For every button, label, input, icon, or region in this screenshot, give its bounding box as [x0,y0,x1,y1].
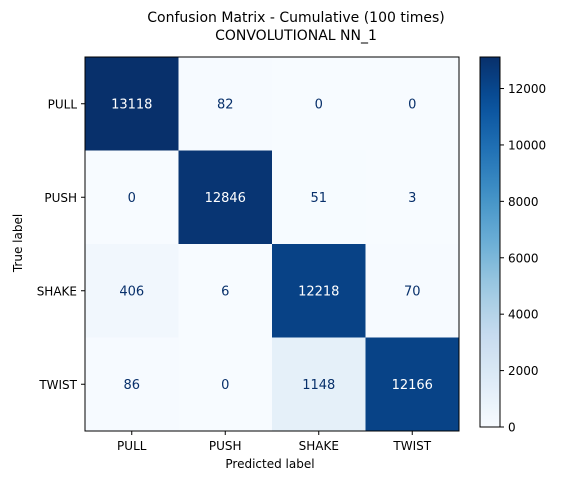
cell-value-label-2-0: 406 [119,284,144,299]
x-axis-ticks: PULL PUSH SHAKE TWIST [117,431,432,453]
y-tick-label-2: SHAKE [37,284,77,298]
matrix-grid: 13118 82 0 0 0 12846 51 3 406 6 12218 70 86 0 1148 1216… [85,57,460,432]
cell-value-label-2-1: 6 [221,284,229,299]
cell-value-label-1-1: 12846 [205,191,246,206]
colorbar-tick-label-0: 0 [508,421,516,435]
cell-value-label-1-0: 0 [128,191,136,206]
colorbar [480,57,500,427]
cell-value-label-0-2: 0 [315,97,323,112]
cell-value-label-2-3: 70 [404,284,421,299]
colorbar-tick-label-1: 2000 [508,364,539,378]
cell-value-label-0-1: 82 [217,97,234,112]
colorbar-tick-label-5: 10000 [508,138,546,152]
x-tick-label-0: PULL [117,439,147,453]
y-tick-label-3: TWIST [38,378,77,392]
cell-value-label-0-0: 13118 [111,97,152,112]
colorbar-tick-label-4: 8000 [508,195,539,209]
x-tick-label-1: PUSH [209,439,242,453]
colorbar-tick-label-3: 6000 [508,251,539,265]
x-tick-label-2: SHAKE [299,439,339,453]
x-tick-label-3: TWIST [392,439,431,453]
y-axis-label: True label [11,214,25,273]
cell-value-label-3-0: 86 [123,378,140,393]
colorbar-ticks: 0 2000 4000 6000 8000 10000 12000 [500,82,546,434]
chart-title-line-2: CONVOLUTIONAL NN_1 [215,28,377,44]
colorbar-tick-label-2: 4000 [508,308,539,322]
y-tick-label-1: PUSH [44,191,77,205]
y-tick-label-0: PULL [48,97,78,111]
cell-value-label-1-2: 51 [310,191,327,206]
x-axis-label: Predicted label [225,457,314,471]
y-axis-ticks: PULL PUSH SHAKE TWIST [37,97,85,392]
colorbar-tick-label-6: 12000 [508,82,546,96]
chart-title-line-1: Confusion Matrix - Cumulative (100 times… [147,10,445,26]
cell-value-label-0-3: 0 [408,97,416,112]
cell-value-label-3-2: 1148 [302,378,335,393]
cell-value-label-3-3: 12166 [392,378,433,393]
cell-value-label-1-3: 3 [408,191,416,206]
cell-value-label-3-1: 0 [221,378,229,393]
cell-value-label-2-2: 12218 [298,284,339,299]
